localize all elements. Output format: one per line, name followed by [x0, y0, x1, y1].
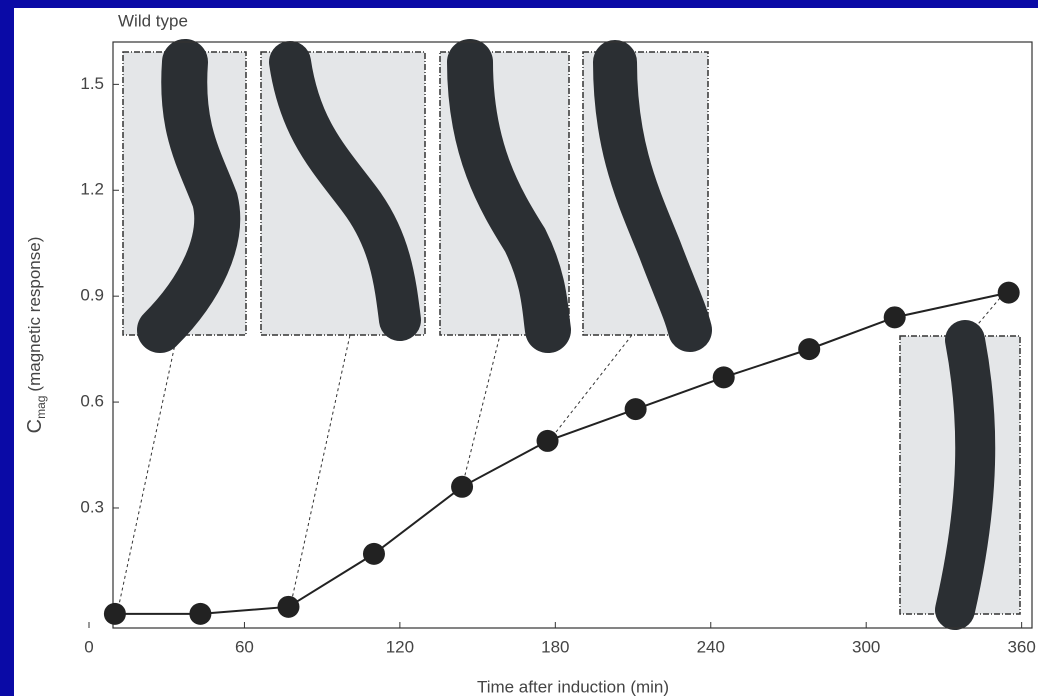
x-axis-label: Time after induction (min): [477, 677, 669, 696]
data-point: [998, 282, 1020, 304]
x-tick-label: 0: [84, 637, 93, 656]
chart-title: Wild type: [118, 11, 188, 30]
data-point: [537, 430, 559, 452]
data-point: [884, 306, 906, 328]
x-tick-label: 120: [386, 637, 414, 656]
x-tick-label: 240: [697, 637, 725, 656]
chart: Wild type Time after induction (min) Cma…: [0, 0, 1038, 696]
y-tick-label: 1.5: [80, 74, 104, 93]
y-tick-label: 0.9: [80, 286, 104, 305]
data-point: [277, 596, 299, 618]
data-point: [363, 543, 385, 565]
y-label-sub: mag: [34, 396, 48, 419]
x-tick-label: 300: [852, 637, 880, 656]
data-point: [713, 366, 735, 388]
x-tick-label: 60: [235, 637, 254, 656]
data-point: [189, 603, 211, 625]
x-tick-label: 360: [1007, 637, 1035, 656]
y-tick-label: 0.3: [80, 497, 104, 516]
y-tick-label: 1.2: [80, 180, 104, 199]
y-label-rest: (magnetic response): [25, 237, 44, 392]
x-tick-label: 180: [541, 637, 569, 656]
y-label-main: C: [24, 419, 46, 433]
data-point: [798, 338, 820, 360]
data-point: [451, 476, 473, 498]
data-point: [625, 398, 647, 420]
data-point: [104, 603, 126, 625]
y-tick-label: 0.6: [80, 392, 104, 411]
